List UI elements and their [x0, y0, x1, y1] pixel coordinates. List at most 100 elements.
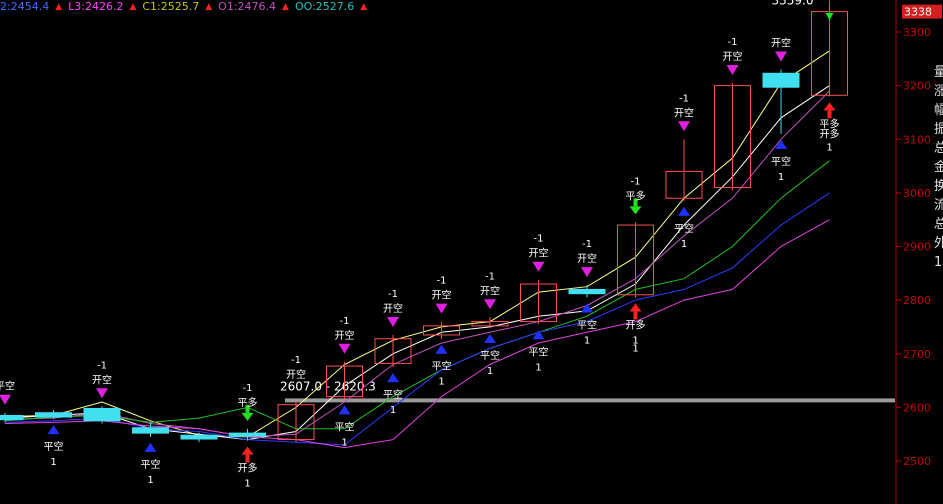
cover-arrow-icon [47, 425, 60, 435]
signal-qty: -1 [388, 289, 398, 300]
candle-body [423, 325, 460, 336]
signal-qty: -1 [728, 37, 738, 48]
edge-glyph-8: 总 [934, 217, 943, 232]
signal-label: 开空 [335, 329, 355, 342]
axis-tick-label: 3000 [903, 187, 931, 200]
range-level-label: 2607.0 - 2620.3 [280, 379, 376, 393]
edge-glyph-2: 幅 [934, 103, 943, 118]
range-level-layer: 2607.0 - 2620.3 [280, 379, 895, 403]
exit-long-arrow-icon [633, 198, 638, 207]
high-price-label: 3359.0 [772, 0, 814, 7]
signal-label: 开空 [529, 247, 549, 260]
signal-label-extra: 开多 [820, 127, 840, 140]
header-marker-icon: ▲ [205, 2, 213, 12]
signal-label: 开空 [383, 302, 403, 315]
cover-arrow-icon [678, 206, 690, 216]
candle-body [568, 288, 606, 295]
header-marker-icon: ▲ [360, 2, 368, 12]
short-arrow-icon [96, 388, 108, 399]
signal-label: 平空 [529, 345, 549, 358]
signal-qty: -1 [631, 176, 641, 187]
candle-body [665, 170, 703, 199]
candle-body [374, 338, 412, 364]
signal-label: 平空 [674, 222, 694, 235]
short-arrow-icon [484, 299, 496, 310]
signal-label: 开空 [286, 368, 306, 381]
header-value-0: 2:2454.4 [0, 0, 50, 13]
signal-qty: -1 [582, 239, 592, 250]
signal-label: 平多 [238, 396, 258, 409]
signal-qty: -1 [437, 276, 447, 287]
signal-qty: 1 [244, 479, 250, 490]
candle-body [180, 434, 218, 440]
signal-label: 平空 [141, 458, 161, 471]
signal-label: 平空 [771, 155, 791, 168]
indicator-line-3 [4, 160, 830, 430]
long-arrow-icon [629, 303, 642, 312]
short-arrow-icon [726, 64, 739, 75]
short-arrow-icon [387, 316, 399, 327]
candle-body [326, 365, 363, 398]
signal-qty: 1 [147, 475, 153, 486]
signal-label: 开空 [577, 252, 597, 265]
right-edge-panel: 量涨幅振总金换流总外15 [932, 0, 943, 504]
signal-label: 平多 [820, 117, 840, 130]
header-value-1: L3:2426.2 [68, 0, 124, 13]
signal-label: 开多 [626, 318, 646, 331]
candles: 3359.0 [0, 0, 848, 443]
cover-arrow-icon [581, 303, 593, 313]
signal-label: 开空 [432, 289, 452, 302]
trade-signals: 平空平空1开空-1平空1平多-1开多1开空-1开空-1平空1开空-1平空1开空-… [0, 13, 840, 490]
candle-body [714, 85, 751, 189]
signal-qty: 1 [778, 172, 784, 183]
edge-glyph-9: 外 [934, 236, 943, 251]
short-arrow-icon [581, 267, 593, 278]
range-level-bar [285, 398, 895, 403]
candle-body [617, 224, 654, 296]
long-arrow-stem-icon [633, 311, 638, 320]
exit-long-arrow-icon [245, 404, 250, 413]
candle-body [811, 11, 848, 96]
header-marker-icon: ▲ [282, 2, 289, 12]
axis-tick-label: 2900 [903, 241, 931, 254]
exit-long-arrow-head-icon [241, 412, 254, 421]
exit-long-arrow-head-icon [629, 206, 642, 215]
long-arrow-icon [241, 446, 254, 455]
cover-arrow-icon [775, 139, 787, 149]
header-marker-icon: ▲ [129, 2, 137, 12]
axis-tick-label: 3200 [903, 80, 931, 93]
candle-body [229, 432, 266, 437]
long-arrow-stem-icon [827, 110, 832, 119]
signal-qty: -1 [97, 360, 107, 371]
axis-tick-label: 2700 [903, 348, 931, 361]
edge-glyph-7: 流 [934, 198, 943, 213]
axis-tick-label: 2600 [903, 401, 931, 414]
signal-qty: 1 [632, 335, 638, 346]
short-arrow-icon [678, 121, 690, 132]
signal-label: 开空 [723, 50, 743, 63]
candle-body [35, 412, 72, 418]
cover-arrow-icon [144, 442, 157, 452]
signal-qty: 1 [681, 239, 687, 250]
indicator-line-4 [4, 192, 830, 446]
header-value-4: OO:2527.6 [294, 0, 355, 13]
peak-marker-icon [825, 13, 834, 20]
edge-glyph-3: 振 [934, 122, 943, 137]
cover-arrow-icon [435, 344, 448, 354]
indicator-line-1 [4, 85, 830, 441]
candle-body [471, 321, 509, 327]
cover-arrow-icon [387, 373, 399, 383]
signal-qty: 1 [826, 142, 832, 153]
header-value-3: O1:2476.4 [218, 0, 277, 13]
axis-tick-label: 2500 [903, 455, 931, 468]
signal-qty: -1 [679, 93, 689, 104]
last-price-label: 3338 [904, 6, 932, 19]
signal-label: 平多 [626, 189, 646, 202]
short-arrow-icon [532, 261, 545, 272]
signal-qty: 1 [584, 335, 590, 346]
edge-glyph-0: 量 [934, 65, 943, 80]
cover-arrow-icon [484, 334, 496, 344]
edge-glyph-4: 总 [934, 141, 943, 156]
signal-label: 开空 [480, 284, 500, 297]
